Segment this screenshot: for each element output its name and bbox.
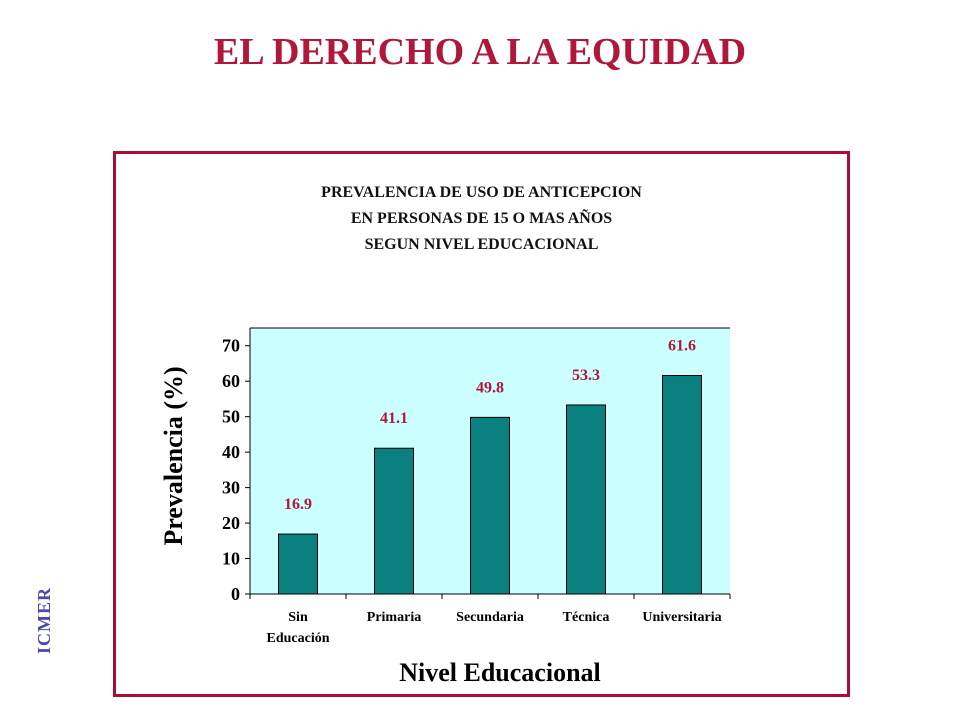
data-label: 16.9	[284, 496, 312, 513]
x-tick-label: Sin	[288, 610, 308, 625]
x-tick-label: Primaria	[367, 610, 421, 625]
bar-chart: 0 10 20 30 40 50 60 70 16.9 Sin Educación 41.1 Prima…	[159, 327, 731, 687]
bar	[278, 533, 318, 595]
y-tick-label: 60	[222, 371, 240, 391]
y-tick-label: 40	[222, 442, 240, 462]
icmer-side-label-text: ICMER	[33, 586, 54, 654]
y-tick-label: 0	[231, 584, 240, 604]
y-tick-label: 30	[222, 478, 240, 498]
x-tick-label: Técnica	[563, 610, 610, 625]
data-label: 41.1	[380, 410, 408, 427]
chart-title-line: PREVALENCIA DE USO DE ANTICEPCION	[321, 184, 642, 201]
y-tick-label: 20	[222, 513, 240, 533]
bar	[662, 375, 702, 595]
bar	[566, 404, 606, 595]
data-label: 61.6	[668, 338, 696, 355]
chart-title-line: EN PERSONAS DE 15 O MAS AÑOS	[350, 210, 613, 227]
x-tick-label: Universitaria	[642, 610, 721, 625]
y-axis-title: Prevalencia (%)	[159, 366, 188, 545]
data-label: 49.8	[476, 379, 504, 396]
y-tick-label: 50	[222, 407, 240, 427]
x-tick-label: Educación	[266, 631, 329, 646]
y-tick-label: 70	[222, 336, 240, 356]
bar	[374, 447, 414, 595]
x-tick-label: Secundaria	[456, 610, 524, 625]
x-axis-title: Nivel Educacional	[399, 658, 601, 687]
page-title: EL DERECHO A LA EQUIDAD	[213, 31, 747, 73]
icmer-side-label: ICMER	[14, 570, 74, 670]
y-tick-label: 10	[222, 549, 240, 569]
chart-title-line: SEGUN NIVEL EDUCACIONAL	[364, 236, 599, 253]
chart-title: PREVALENCIA DE USO DE ANTICEPCION EN PER…	[116, 180, 847, 258]
chart-frame: PREVALENCIA DE USO DE ANTICEPCION EN PER…	[113, 151, 850, 697]
data-label: 53.3	[572, 367, 600, 384]
bar	[470, 416, 510, 595]
